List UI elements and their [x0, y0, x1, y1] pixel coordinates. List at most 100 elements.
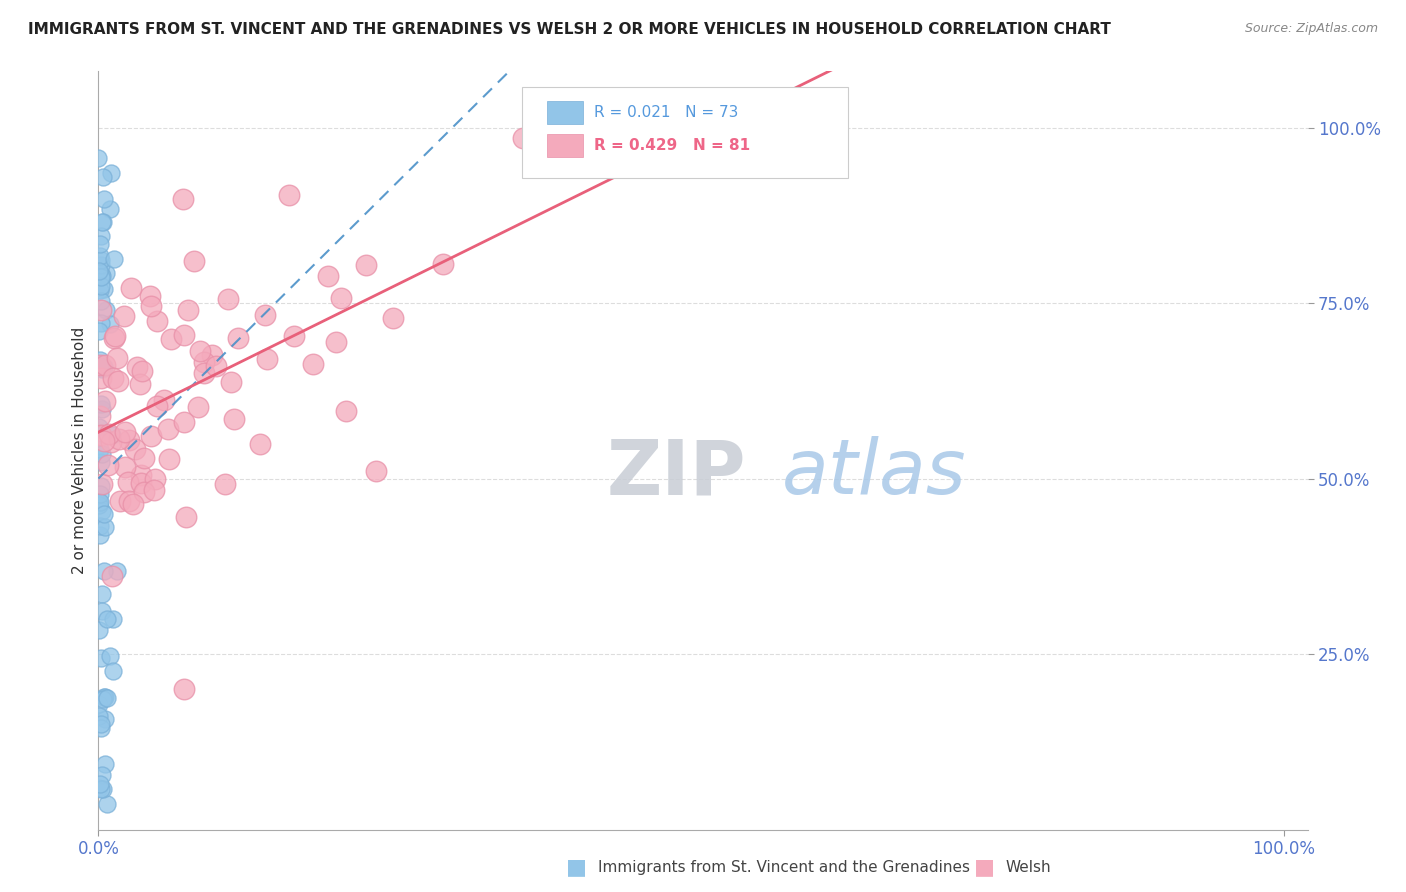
Y-axis label: 2 or more Vehicles in Household: 2 or more Vehicles in Household — [72, 326, 87, 574]
Point — [118, 494, 141, 508]
Point — [93, 712, 115, 726]
Point — [200, 348, 222, 362]
Point — [91, 782, 114, 797]
Point — [90, 294, 112, 309]
Point — [101, 612, 124, 626]
Point — [107, 375, 129, 389]
Point — [87, 709, 110, 723]
Point — [93, 282, 115, 296]
Point — [87, 324, 110, 338]
Point — [87, 780, 110, 795]
Point — [93, 690, 115, 705]
Point — [90, 316, 112, 330]
Point — [316, 268, 339, 283]
Point — [278, 188, 301, 202]
Text: Welsh: Welsh — [1005, 860, 1050, 874]
Point — [224, 411, 246, 425]
Point — [214, 477, 236, 491]
Point — [120, 281, 142, 295]
Point — [107, 432, 129, 446]
Text: ■: ■ — [974, 857, 994, 877]
Point — [94, 303, 117, 318]
Point — [89, 237, 111, 252]
Point — [94, 520, 117, 534]
Point — [125, 359, 148, 374]
Point — [110, 493, 132, 508]
FancyBboxPatch shape — [547, 101, 583, 124]
Text: R = 0.429   N = 81: R = 0.429 N = 81 — [595, 138, 751, 153]
Text: ZIP: ZIP — [606, 436, 745, 510]
Point — [157, 452, 180, 467]
Point — [96, 690, 118, 705]
Point — [91, 215, 114, 229]
Point — [97, 458, 120, 472]
Point — [105, 564, 128, 578]
Point — [96, 612, 118, 626]
Point — [103, 331, 125, 345]
Point — [87, 697, 110, 711]
Point — [90, 269, 112, 284]
Point — [382, 310, 405, 325]
Point — [93, 393, 115, 408]
Point — [217, 292, 239, 306]
Point — [93, 507, 115, 521]
Point — [94, 690, 117, 704]
Point — [90, 717, 112, 731]
Point — [101, 665, 124, 679]
Point — [122, 496, 145, 510]
Point — [90, 651, 112, 665]
Point — [193, 366, 215, 380]
Point — [90, 279, 112, 293]
Point — [94, 266, 117, 280]
Point — [89, 358, 111, 372]
Point — [90, 427, 112, 442]
Text: R = 0.021   N = 73: R = 0.021 N = 73 — [595, 104, 738, 120]
Point — [90, 479, 112, 493]
Text: ■: ■ — [567, 857, 586, 877]
Point — [139, 289, 162, 303]
Point — [157, 422, 180, 436]
Text: IMMIGRANTS FROM ST. VINCENT AND THE GRENADINES VS WELSH 2 OR MORE VEHICLES IN HO: IMMIGRANTS FROM ST. VINCENT AND THE GREN… — [28, 22, 1111, 37]
Point — [134, 485, 156, 500]
Point — [90, 604, 112, 618]
Point — [143, 471, 166, 485]
Point — [90, 229, 112, 244]
Point — [183, 254, 205, 268]
Point — [89, 442, 111, 457]
Point — [93, 434, 115, 448]
Point — [89, 487, 111, 501]
Point — [100, 434, 122, 449]
Point — [94, 756, 117, 771]
Point — [90, 455, 112, 469]
Point — [90, 397, 112, 411]
Point — [90, 782, 112, 797]
Point — [89, 420, 111, 434]
Point — [87, 263, 110, 277]
Point — [176, 303, 198, 318]
Point — [432, 257, 454, 271]
Point — [90, 401, 112, 416]
Point — [98, 202, 121, 216]
Point — [283, 329, 305, 343]
Text: Source: ZipAtlas.com: Source: ZipAtlas.com — [1244, 22, 1378, 36]
Point — [129, 467, 152, 482]
Point — [173, 328, 195, 343]
Point — [335, 404, 357, 418]
Point — [249, 436, 271, 450]
Point — [146, 399, 169, 413]
Point — [330, 291, 353, 305]
Point — [129, 376, 152, 391]
Point — [153, 392, 176, 407]
Point — [91, 768, 114, 782]
Point — [93, 564, 115, 578]
Point — [112, 310, 135, 324]
Text: atlas: atlas — [782, 436, 966, 510]
Point — [90, 447, 112, 461]
Point — [129, 476, 152, 491]
Point — [512, 131, 534, 145]
FancyBboxPatch shape — [547, 135, 583, 157]
Point — [131, 363, 153, 377]
Point — [90, 371, 112, 385]
Point — [254, 308, 277, 322]
Point — [219, 375, 242, 389]
